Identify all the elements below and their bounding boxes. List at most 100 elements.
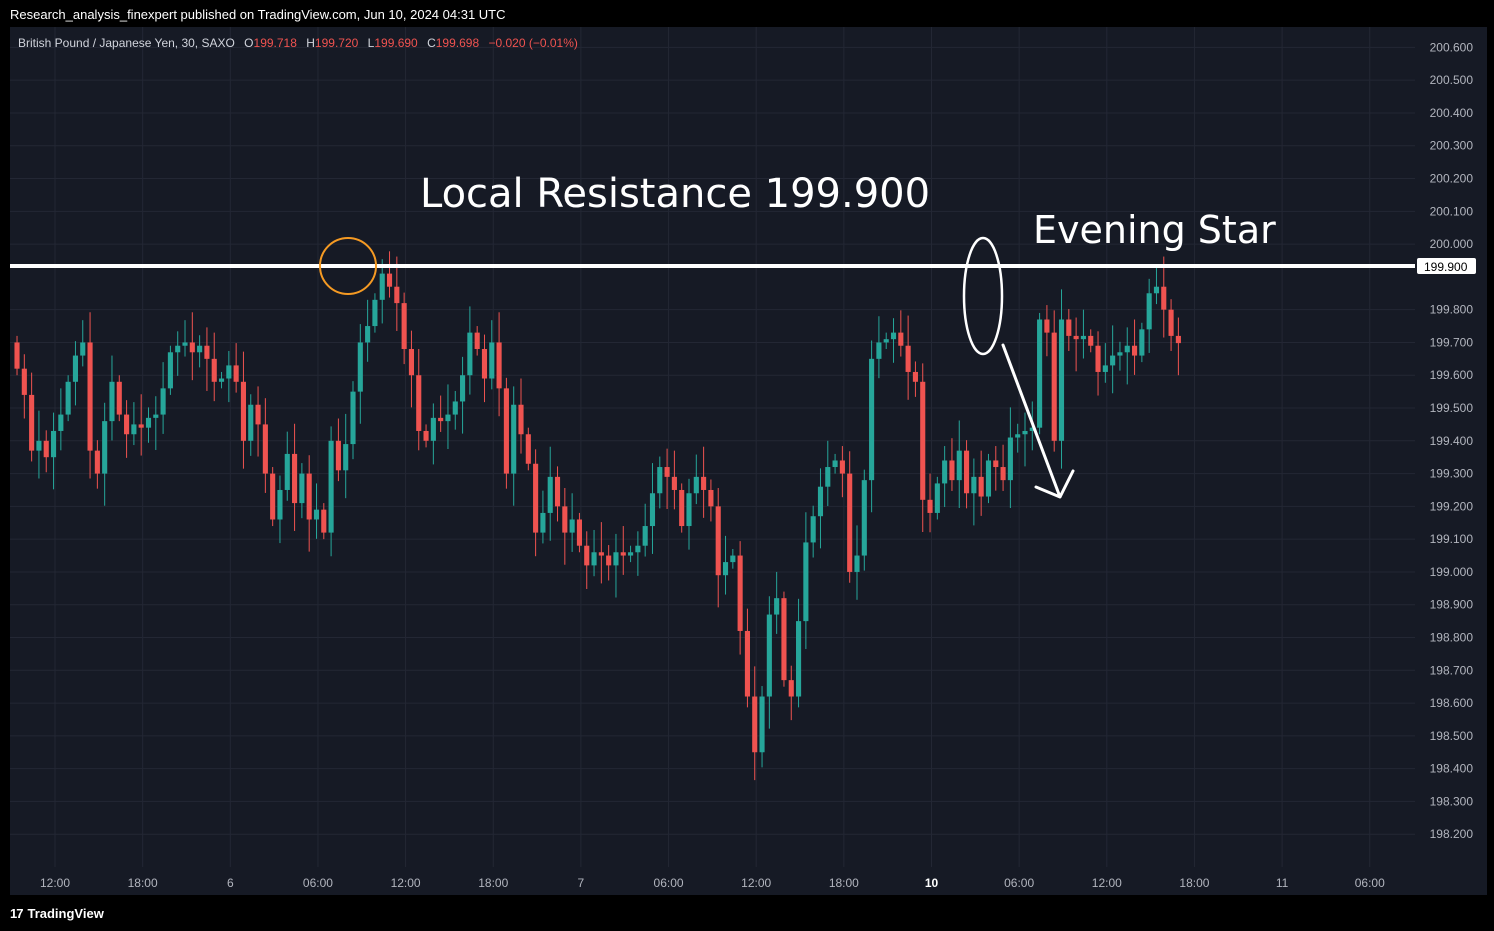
- x-tick-label: 6: [227, 876, 234, 890]
- x-tick-label: 06:00: [654, 876, 684, 890]
- candle-body: [839, 460, 845, 474]
- candle-body: [854, 555, 860, 572]
- candle-body: [43, 440, 49, 458]
- candle-body: [1124, 345, 1130, 353]
- candle-body: [204, 345, 210, 359]
- candle-body: [744, 630, 750, 697]
- candle: [430, 403, 436, 465]
- legend-low-label: L: [368, 36, 375, 50]
- candle-body: [964, 450, 970, 494]
- candle: [372, 293, 378, 333]
- y-tick-label: 199.700: [1430, 335, 1474, 349]
- candle: [905, 315, 911, 400]
- candle-body: [350, 391, 356, 445]
- candle-body: [1102, 365, 1108, 372]
- candle: [628, 545, 634, 563]
- candle: [58, 388, 64, 451]
- candle: [1007, 407, 1013, 509]
- x-tick-label: 12:00: [741, 876, 771, 890]
- y-tick-label: 199.100: [1430, 532, 1474, 546]
- candle-body: [211, 358, 217, 382]
- candle-body: [1022, 430, 1028, 435]
- candle: [467, 306, 473, 395]
- candle-body: [489, 342, 495, 379]
- candle: [1066, 309, 1072, 351]
- candle: [1117, 341, 1123, 371]
- candle: [584, 531, 590, 589]
- candle: [321, 503, 327, 540]
- candle-body: [825, 467, 831, 487]
- candle-body: [416, 375, 422, 431]
- candle-body: [248, 404, 254, 441]
- candle: [357, 324, 363, 424]
- candle: [964, 440, 970, 509]
- y-tick-label: 198.600: [1430, 696, 1474, 710]
- candle-body: [182, 342, 188, 346]
- candle: [890, 318, 897, 363]
- candle: [109, 355, 115, 441]
- candle: [876, 316, 882, 379]
- candle-body: [949, 460, 955, 481]
- candle-body: [80, 342, 86, 356]
- candle-body: [445, 414, 451, 422]
- down-arrow: [1001, 343, 1075, 499]
- candle-body: [693, 476, 699, 494]
- candle-body: [153, 414, 159, 418]
- annotation-local-resistance: Local Resistance 199.900: [420, 171, 930, 217]
- candle-body: [1007, 437, 1013, 481]
- candle-body: [14, 342, 20, 369]
- candle-body: [642, 526, 648, 546]
- candle: [481, 334, 488, 403]
- price-axis[interactable]: 200.600 200.500 200.400 200.300 200.200 200.1…: [1430, 40, 1474, 841]
- candle: [14, 335, 20, 376]
- candle: [197, 335, 203, 368]
- candle: [722, 535, 729, 595]
- candle-body: [613, 552, 619, 566]
- candle: [671, 450, 677, 510]
- candle: [350, 381, 356, 460]
- candle-body: [847, 473, 853, 572]
- candle-body: [890, 332, 897, 340]
- candle-body: [635, 545, 641, 553]
- candle-body: [423, 430, 429, 441]
- candle-body: [313, 509, 320, 520]
- candle: [145, 407, 152, 443]
- candle-body: [1015, 434, 1021, 438]
- candle: [240, 351, 247, 469]
- time-axis[interactable]: 12:00 18:00 6 06:00 12:00 18:00 7 06:00 12:00 18:…: [40, 876, 1385, 890]
- x-tick-label: 06:00: [1355, 876, 1385, 890]
- candle: [1146, 278, 1152, 353]
- candle: [730, 548, 736, 569]
- candle-body: [357, 342, 363, 392]
- candle-body: [701, 476, 707, 490]
- candle-body: [562, 506, 568, 533]
- candle-body: [598, 552, 604, 556]
- y-tick-label: 198.400: [1430, 762, 1474, 776]
- y-tick-label: 200.500: [1430, 73, 1474, 87]
- candle-body: [408, 349, 414, 376]
- candle: [817, 468, 824, 549]
- tradingview-logo-icon: 17: [10, 906, 24, 921]
- candle-body: [540, 512, 546, 533]
- y-tick-label: 200.100: [1430, 204, 1474, 218]
- chart-panel[interactable]: 200.600 200.500 200.400 200.300 200.200 200.1…: [10, 27, 1487, 895]
- candle: [956, 420, 962, 509]
- candle: [189, 312, 195, 381]
- candle-body: [686, 493, 692, 527]
- candle: [102, 402, 108, 506]
- candle: [540, 490, 546, 544]
- candle: [912, 361, 918, 397]
- candle: [1000, 444, 1006, 491]
- candle: [1124, 327, 1130, 385]
- candle-body: [379, 273, 385, 300]
- candle: [949, 438, 955, 491]
- candle-body: [1000, 467, 1006, 481]
- candle: [270, 467, 276, 527]
- candlestick-chart[interactable]: 200.600 200.500 200.400 200.300 200.200 200.1…: [10, 27, 1487, 895]
- legend-change: −0.020 (−0.01%): [488, 36, 577, 50]
- candle: [649, 463, 656, 554]
- candle-body: [518, 404, 524, 435]
- candle-body: [1131, 345, 1138, 356]
- tradingview-footer[interactable]: 17 TradingView: [10, 906, 104, 921]
- candle-body: [218, 378, 225, 382]
